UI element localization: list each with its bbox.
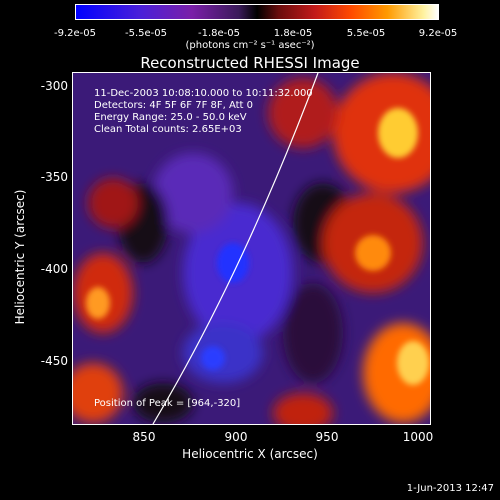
colorbar-tick: -1.8e-05 bbox=[198, 28, 240, 39]
info-energy-range: Energy Range: 25.0 - 50.0 keV bbox=[94, 112, 247, 123]
colorbar-tick: -5.5e-05 bbox=[125, 28, 167, 39]
y-tick: -350 bbox=[40, 170, 68, 184]
solar-image-plot bbox=[72, 72, 431, 425]
colorbar-tick: 9.2e-05 bbox=[418, 28, 458, 39]
info-time-range: 11-Dec-2003 10:08:10.000 to 10:11:32.000 bbox=[94, 88, 313, 99]
info-clean-counts: Clean Total counts: 2.65E+03 bbox=[94, 124, 242, 135]
colorbar-units: (photons cm⁻² s⁻¹ asec⁻²) bbox=[185, 40, 315, 51]
x-tick: 900 bbox=[224, 430, 248, 444]
colorbar-tick: 5.5e-05 bbox=[346, 28, 386, 39]
y-axis-label: Heliocentric Y (arcsec) bbox=[13, 189, 27, 325]
colorbar bbox=[75, 4, 439, 20]
plot-title: Reconstructed RHESSI Image bbox=[140, 54, 360, 72]
x-tick: 950 bbox=[315, 430, 339, 444]
image-heatmap bbox=[73, 73, 430, 424]
solar-limb-line bbox=[152, 73, 319, 424]
colorbar-tick: 1.8e-05 bbox=[273, 28, 313, 39]
y-tick: -400 bbox=[40, 262, 68, 276]
info-detectors: Detectors: 4F 5F 6F 7F 8F, Att 0 bbox=[94, 100, 254, 111]
y-tick: -300 bbox=[40, 79, 68, 93]
colorbar-tick: -9.2e-05 bbox=[54, 28, 96, 39]
x-tick: 850 bbox=[132, 430, 156, 444]
y-tick: -450 bbox=[40, 354, 68, 368]
x-tick: 1000 bbox=[402, 430, 434, 444]
timestamp: 1-Jun-2013 12:47 bbox=[406, 483, 494, 494]
x-axis-label: Heliocentric X (arcsec) bbox=[182, 447, 318, 461]
peak-position-label: Position of Peak = [964,-320] bbox=[94, 398, 241, 409]
